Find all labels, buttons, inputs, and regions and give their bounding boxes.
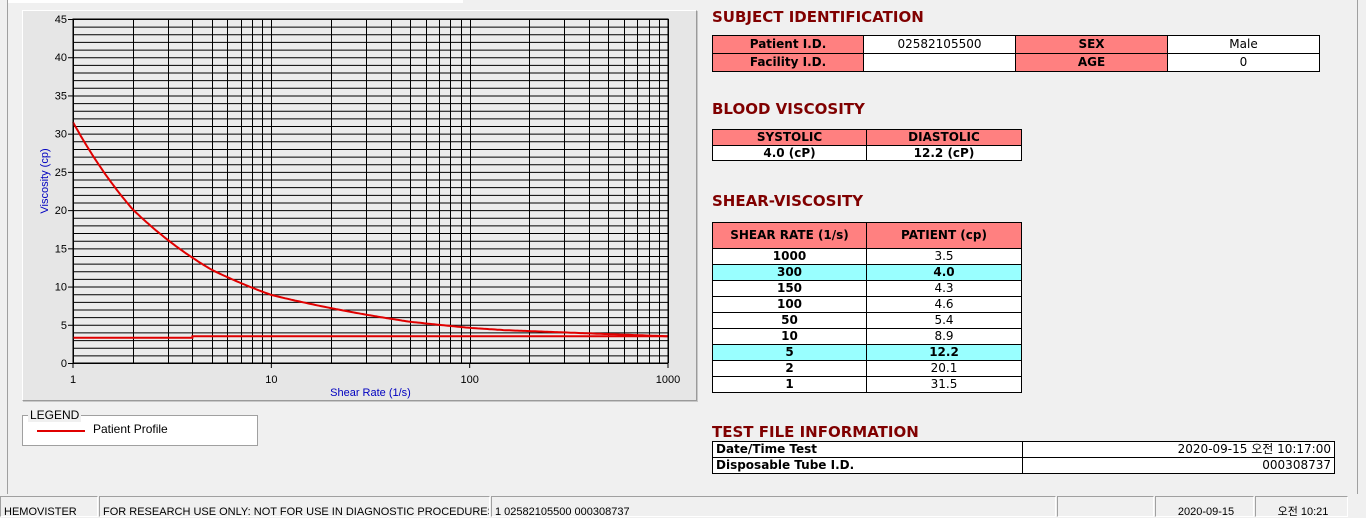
patient-value-cell: 5.4 [866,312,1022,329]
shear-rate-cell: 2 [712,360,867,377]
sex-label: SEX [1015,35,1168,54]
patient-id-value: 02582105500 [863,35,1016,54]
blood-title: BLOOD VISCOSITY [712,100,865,118]
patient-header: PATIENT (cp) [866,222,1022,249]
shear-row: 1000 3.5 [712,248,1022,265]
viscosity-chart: 0 5 10 15 20 25 30 35 40 45 1 10 100 1000 Shear Rate (… [39,14,680,399]
y-tick-label: 0 [61,358,67,370]
systolic-value: 4.0 (cP) [712,145,867,161]
testfile-table: Date/Time Test 2020-09-15 오전 10:17:00 Di… [712,441,1335,474]
age-label: AGE [1015,53,1168,72]
status-notice: FOR RESEARCH USE ONLY: NOT FOR USE IN DI… [99,496,490,517]
y-tick-label: 5 [61,320,67,332]
shear-row: 100 4.6 [712,296,1022,313]
legend-swatch [37,430,85,432]
shear-rate-header: SHEAR RATE (1/s) [712,222,867,249]
patient-value-cell: 8.9 [866,328,1022,345]
facility-id-value [863,53,1016,72]
subject-table: Patient I.D. 02582105500 SEX Male Facili… [712,35,1320,72]
y-tick-label: 30 [55,129,67,141]
shear-row: 2 20.1 [712,360,1022,377]
y-tick-label: 40 [55,52,67,64]
x-tick-label: 100 [460,374,478,386]
patient-value-cell: 3.5 [866,248,1022,265]
x-axis-label: Shear Rate (1/s) [330,387,411,399]
y-tick-label: 15 [55,243,67,255]
status-time: 오전 10:21 [1255,496,1348,517]
shear-table: SHEAR RATE (1/s) PATIENT (cp) 1000 3.5 300… [712,222,1022,393]
x-tick-label: 10 [265,374,277,386]
diastolic-label: DIASTOLIC [866,129,1022,146]
shear-row: 300 4.0 [712,264,1022,281]
y-tick-label: 10 [55,282,67,294]
shear-rate-cell: 150 [712,280,867,297]
subject-title: SUBJECT IDENTIFICATION [712,8,924,26]
sex-value: Male [1167,35,1320,54]
shear-row: 5 12.2 [712,344,1022,361]
shear-row: 150 4.3 [712,280,1022,297]
age-value: 0 [1167,53,1320,72]
shear-row: 10 8.9 [712,328,1022,345]
shear-rate-cell: 1 [712,376,867,393]
shear-rate-cell: 100 [712,296,867,313]
plot-frame [72,18,669,364]
patient-value-cell: 4.3 [866,280,1022,297]
shear-row: 50 5.4 [712,312,1022,329]
shear-title: SHEAR-VISCOSITY [712,192,864,210]
status-date: 2020-09-15 [1155,496,1254,517]
y-tick-label: 20 [55,205,67,217]
x-tick-label: 1000 [656,374,680,386]
patient-value-cell: 20.1 [866,360,1022,377]
plot-area [73,19,668,363]
shear-row: 1 31.5 [712,376,1022,393]
patient-value-cell: 31.5 [866,376,1022,393]
y-tick-label: 45 [55,14,67,26]
series-line [72,121,668,338]
shear-rate-cell: 1000 [712,248,867,265]
status-record: 1 02582105500 000308737 [491,496,1056,517]
legend-label: Patient Profile [93,422,168,436]
patient-value-cell: 12.2 [866,344,1022,361]
tube-id-label: Disposable Tube I.D. [712,457,1023,474]
testfile-title: TEST FILE INFORMATION [712,423,919,441]
patient-value-cell: 4.6 [866,296,1022,313]
series-line [73,335,668,339]
y-tick-label: 35 [55,90,67,102]
shear-rate-cell: 50 [712,312,867,329]
patient-value-cell: 4.0 [866,264,1022,281]
status-bar: HEMOVISTER FOR RESEARCH USE ONLY: NOT FO… [0,496,1366,518]
date-time-label: Date/Time Test [712,441,1023,458]
window-border-left [7,0,8,494]
shear-rate-cell: 5 [712,344,867,361]
y-axis-label: Viscosity (cp) [39,148,51,213]
y-tick-label: 25 [55,167,67,179]
diastolic-value: 12.2 (cP) [866,145,1022,161]
blood-table: SYSTOLIC DIASTOLIC 4.0 (cP) 12.2 (cP) [712,129,1022,161]
status-app: HEMOVISTER [0,496,98,517]
systolic-label: SYSTOLIC [712,129,867,146]
shear-rate-cell: 300 [712,264,867,281]
patient-id-label: Patient I.D. [712,35,864,54]
status-empty [1057,496,1154,517]
tube-id-value: 000308737 [1022,457,1335,474]
shear-rate-cell: 10 [712,328,867,345]
date-time-value: 2020-09-15 오전 10:17:00 [1022,441,1335,458]
top-strip [8,0,463,3]
facility-id-label: Facility I.D. [712,53,864,72]
x-tick-label: 1 [70,374,76,386]
legend-title: LEGEND [28,408,82,422]
window-border-right [1357,0,1358,494]
